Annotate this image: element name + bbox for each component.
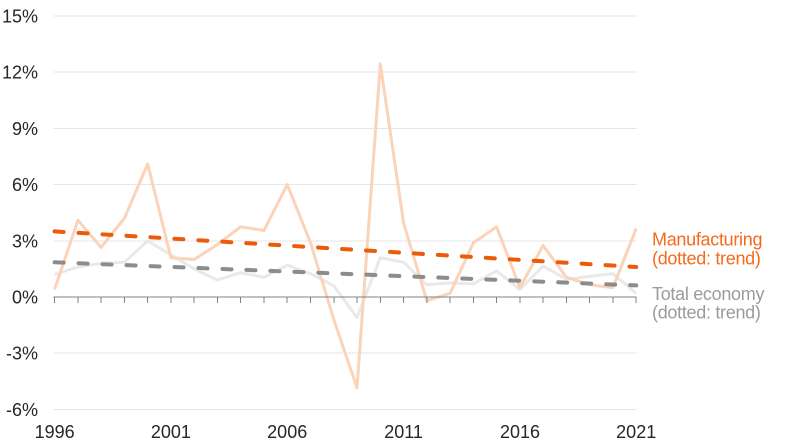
svg-text:1996: 1996 [35,422,75,442]
svg-text:12%: 12% [2,63,38,83]
svg-text:Manufacturing: Manufacturing [652,230,762,250]
svg-text:6%: 6% [12,175,38,195]
svg-text:3%: 3% [12,231,38,251]
svg-text:-3%: -3% [6,344,38,364]
svg-text:0%: 0% [12,288,38,308]
svg-text:2021: 2021 [616,422,656,442]
svg-text:2011: 2011 [384,422,423,442]
svg-text:2001: 2001 [151,422,191,442]
svg-text:2016: 2016 [500,422,540,442]
svg-text:(dotted: trend): (dotted: trend) [652,248,761,268]
svg-text:9%: 9% [12,119,38,139]
svg-text:15%: 15% [2,7,38,27]
svg-text:Total economy: Total economy [652,284,764,304]
svg-text:2006: 2006 [267,422,307,442]
svg-text:-6%: -6% [6,400,38,420]
svg-text:(dotted: trend): (dotted: trend) [652,303,761,323]
